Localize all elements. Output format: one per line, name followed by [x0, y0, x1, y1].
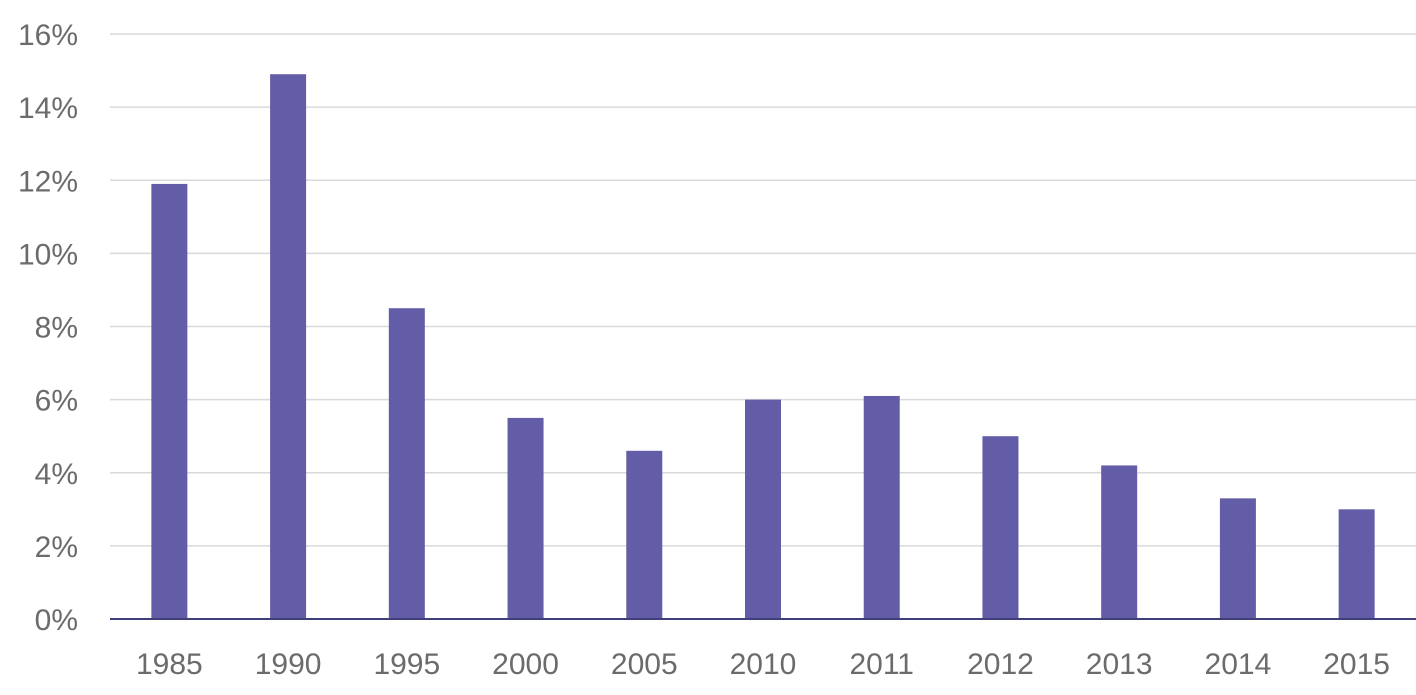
bar-2000 [507, 417, 544, 619]
y-tick-label: 2% [35, 531, 78, 564]
y-tick-label: 6% [35, 385, 78, 418]
x-tick-label: 1990 [255, 648, 322, 681]
y-tick-label: 12% [18, 165, 78, 198]
x-tick-label: 2011 [849, 648, 914, 681]
x-tick-label: 2012 [967, 648, 1034, 681]
y-tick-label: 8% [35, 312, 78, 345]
y-tick-label: 0% [35, 604, 78, 637]
x-tick-label: 2000 [492, 648, 559, 681]
y-tick-label: 4% [35, 458, 78, 491]
bar-2014 [1219, 498, 1256, 619]
bar-1985 [151, 183, 188, 619]
x-tick-label: 1985 [136, 648, 203, 681]
y-tick-label: 16% [18, 19, 78, 52]
y-tick-label: 14% [18, 92, 78, 125]
x-tick-label: 2015 [1323, 648, 1390, 681]
bar-2010 [745, 399, 781, 619]
x-tick-label: 2013 [1086, 648, 1153, 681]
y-axis-tick-labels: 0% 2% 4% 6% 8% 10% 12% 14% 16% [18, 19, 78, 637]
bar-2013 [1101, 465, 1138, 619]
x-axis-tick-labels: 1985 1990 1995 2000 2005 2010 2011 2012 2013 2014… [136, 648, 1390, 681]
bar-1990 [270, 74, 307, 619]
bar-2011 [863, 395, 900, 619]
bar-2012 [982, 436, 1019, 619]
x-tick-label: 2014 [1205, 648, 1272, 681]
x-tick-label: 2010 [730, 648, 797, 681]
y-tick-label: 10% [18, 238, 78, 271]
bars [151, 74, 1375, 619]
bar-1995 [388, 308, 425, 619]
x-tick-label: 2005 [611, 648, 678, 681]
bar-2005 [626, 450, 663, 619]
bar-2015 [1338, 509, 1375, 619]
x-tick-label: 1995 [373, 648, 440, 681]
